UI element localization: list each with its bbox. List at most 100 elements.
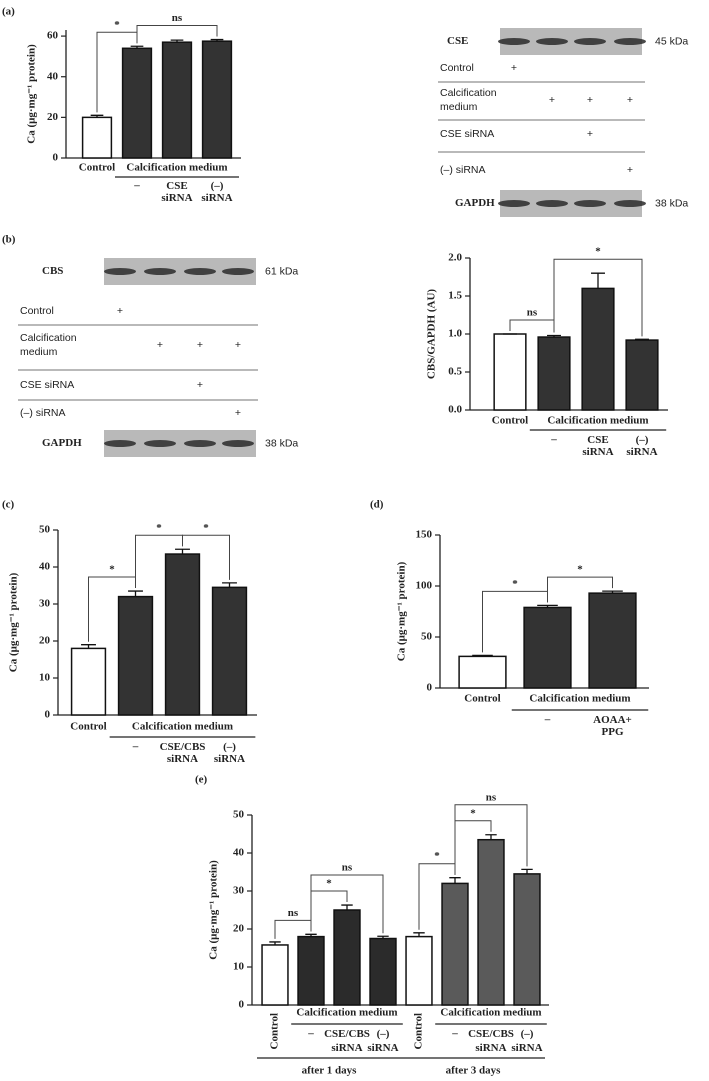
loading-label: GAPDH bbox=[455, 197, 495, 209]
bar bbox=[477, 838, 505, 1006]
y-tick-label: 30 bbox=[233, 885, 245, 897]
group-label: Calcification medium bbox=[547, 415, 648, 427]
group-name: after 1 days bbox=[302, 1065, 358, 1077]
row-label: Control bbox=[20, 305, 54, 317]
protein-label: CBS bbox=[42, 265, 63, 277]
treatment-mark: + bbox=[511, 62, 517, 74]
significance-label: * bbox=[470, 807, 476, 819]
blot-band bbox=[184, 268, 216, 275]
significance-label: ns bbox=[172, 12, 183, 24]
bar bbox=[588, 592, 637, 689]
significance-bracket bbox=[454, 804, 528, 875]
bar bbox=[70, 647, 107, 716]
treatment-mark: + bbox=[235, 339, 241, 351]
y-tick-label: 50 bbox=[421, 631, 433, 643]
protein-size: 61 kDa bbox=[265, 265, 298, 277]
significance-label: ns bbox=[486, 791, 497, 803]
y-axis-label: Ca (μg·mg⁻¹ protein) bbox=[396, 561, 408, 661]
row-label: Control bbox=[440, 62, 474, 74]
error-bar bbox=[130, 45, 144, 49]
blot-band bbox=[574, 38, 606, 45]
y-tick-label: 60 bbox=[47, 30, 59, 42]
panel-label: (c) bbox=[2, 499, 15, 511]
y-axis-label: Ca (μg·mg⁻¹ protein) bbox=[26, 44, 38, 144]
group-label: Calcification medium bbox=[440, 1007, 541, 1019]
blot-band bbox=[614, 38, 646, 45]
error-bar bbox=[222, 582, 237, 588]
y-tick-label: 20 bbox=[39, 635, 51, 647]
error-bar bbox=[175, 548, 190, 555]
x-tick-label: – bbox=[307, 1028, 314, 1040]
error-bar bbox=[413, 932, 425, 937]
blot-band bbox=[104, 440, 136, 447]
x-tick-label: Control bbox=[413, 1013, 425, 1049]
treatment-mark: + bbox=[117, 305, 123, 317]
bar bbox=[261, 944, 289, 1006]
error-bar bbox=[377, 935, 389, 939]
x-tick-label: AOAA+ PPG bbox=[593, 714, 632, 738]
error-bar bbox=[449, 877, 461, 884]
bar bbox=[405, 935, 433, 1006]
bar bbox=[441, 882, 469, 1006]
y-tick-label: 0.5 bbox=[448, 366, 462, 378]
y-tick-label: 40 bbox=[39, 561, 51, 573]
significance-bracket bbox=[136, 25, 218, 44]
y-tick-label: 30 bbox=[39, 598, 51, 610]
treatment-mark: + bbox=[197, 379, 203, 391]
blot-band bbox=[574, 200, 606, 207]
x-tick-label: – bbox=[550, 434, 557, 446]
blot-band bbox=[536, 200, 568, 207]
loading-label: GAPDH bbox=[42, 437, 82, 449]
significance-bracket bbox=[182, 534, 230, 580]
treatment-mark: + bbox=[627, 94, 633, 106]
significance-label: * bbox=[156, 522, 162, 534]
blot-band bbox=[614, 200, 646, 207]
loading-size: 38 kDa bbox=[265, 437, 298, 449]
bar bbox=[333, 909, 361, 1006]
y-tick-label: 1.0 bbox=[448, 328, 462, 340]
bar bbox=[493, 333, 527, 411]
blot-band bbox=[144, 268, 176, 275]
error-bar bbox=[472, 654, 493, 657]
x-tick-label: Control bbox=[79, 162, 115, 174]
blot-band bbox=[498, 38, 530, 45]
error-bar bbox=[81, 644, 96, 649]
error-bar bbox=[341, 904, 353, 910]
row-label: Calcification medium bbox=[440, 87, 497, 113]
x-tick-label: (–) siRNA bbox=[626, 434, 657, 458]
error-bar bbox=[591, 272, 605, 289]
error-bar bbox=[485, 834, 497, 840]
error-bar bbox=[635, 338, 649, 341]
bar bbox=[117, 595, 154, 716]
row-label: CSE siRNA bbox=[440, 128, 494, 140]
significance-label: * bbox=[595, 246, 601, 258]
bar bbox=[201, 40, 233, 159]
significance-label: * bbox=[326, 878, 332, 890]
blot-band bbox=[184, 440, 216, 447]
treatment-mark: + bbox=[587, 128, 593, 140]
significance-bracket bbox=[310, 874, 384, 934]
y-axis-label: Ca (μg·mg⁻¹ protein) bbox=[208, 860, 220, 960]
bar bbox=[161, 41, 193, 159]
x-tick-label: CSE siRNA bbox=[582, 434, 613, 458]
x-tick-label: Control bbox=[70, 721, 106, 733]
y-tick-label: 0 bbox=[239, 999, 245, 1011]
y-tick-label: 0 bbox=[427, 682, 433, 694]
x-tick-label: – bbox=[132, 741, 139, 753]
treatment-mark: + bbox=[549, 94, 555, 106]
y-tick-label: 100 bbox=[416, 580, 433, 592]
row-label: CSE siRNA bbox=[20, 379, 74, 391]
y-tick-label: 10 bbox=[233, 961, 245, 973]
significance-label: * bbox=[203, 522, 209, 534]
loading-size: 38 kDa bbox=[655, 197, 688, 209]
error-bar bbox=[537, 604, 558, 608]
error-bar bbox=[170, 39, 184, 43]
significance-label: ns bbox=[288, 907, 299, 919]
blot-band bbox=[104, 268, 136, 275]
blot-band bbox=[536, 38, 568, 45]
y-tick-label: 10 bbox=[39, 672, 51, 684]
bar bbox=[581, 287, 615, 411]
x-tick-label: CSE/CBS siRNA bbox=[324, 1028, 370, 1054]
y-tick-label: 40 bbox=[233, 847, 245, 859]
treatment-mark: + bbox=[627, 164, 633, 176]
